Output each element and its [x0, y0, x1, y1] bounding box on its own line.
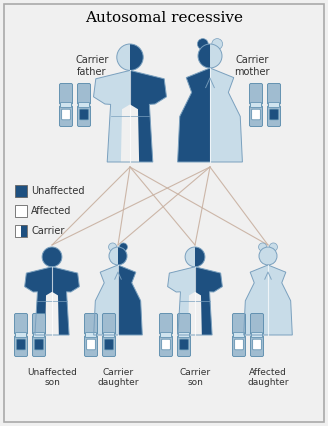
FancyBboxPatch shape: [104, 333, 114, 337]
FancyBboxPatch shape: [32, 336, 46, 357]
Circle shape: [119, 243, 128, 251]
Polygon shape: [109, 247, 118, 265]
Polygon shape: [93, 70, 130, 162]
Text: Autosomal recessive: Autosomal recessive: [85, 11, 243, 25]
FancyBboxPatch shape: [268, 106, 280, 127]
FancyBboxPatch shape: [102, 314, 115, 334]
Bar: [15, 225, 21, 237]
Polygon shape: [168, 267, 195, 335]
Text: Unaffected: Unaffected: [31, 186, 85, 196]
FancyBboxPatch shape: [60, 103, 72, 107]
Circle shape: [212, 39, 223, 49]
FancyBboxPatch shape: [251, 103, 261, 107]
FancyBboxPatch shape: [251, 336, 263, 357]
Polygon shape: [52, 247, 62, 267]
FancyBboxPatch shape: [250, 83, 262, 104]
FancyBboxPatch shape: [85, 314, 97, 334]
Bar: [15, 225, 27, 237]
FancyBboxPatch shape: [178, 333, 190, 337]
Polygon shape: [244, 265, 268, 335]
Circle shape: [269, 243, 277, 251]
FancyBboxPatch shape: [235, 339, 243, 350]
Polygon shape: [259, 247, 268, 265]
Text: Affected
daughter: Affected daughter: [247, 368, 289, 387]
FancyBboxPatch shape: [85, 336, 97, 357]
FancyBboxPatch shape: [78, 103, 90, 107]
FancyBboxPatch shape: [77, 83, 91, 104]
FancyBboxPatch shape: [251, 314, 263, 334]
Polygon shape: [25, 267, 52, 335]
FancyBboxPatch shape: [59, 106, 72, 127]
Polygon shape: [118, 265, 142, 335]
Polygon shape: [198, 44, 210, 68]
Text: Unaffected
son: Unaffected son: [27, 368, 77, 387]
Circle shape: [109, 243, 117, 251]
Polygon shape: [195, 247, 205, 267]
Text: Carrier: Carrier: [31, 226, 64, 236]
FancyBboxPatch shape: [32, 314, 46, 334]
FancyBboxPatch shape: [159, 314, 173, 334]
Polygon shape: [268, 265, 292, 335]
FancyBboxPatch shape: [233, 336, 245, 357]
FancyBboxPatch shape: [14, 314, 28, 334]
Polygon shape: [210, 68, 242, 162]
FancyBboxPatch shape: [270, 109, 278, 120]
FancyBboxPatch shape: [269, 103, 279, 107]
FancyBboxPatch shape: [102, 336, 115, 357]
Text: Carrier
mother: Carrier mother: [234, 55, 270, 77]
FancyBboxPatch shape: [17, 339, 25, 350]
FancyBboxPatch shape: [87, 339, 95, 350]
Polygon shape: [130, 44, 143, 70]
FancyBboxPatch shape: [35, 339, 43, 350]
Polygon shape: [185, 247, 195, 267]
Text: Carrier
daughter: Carrier daughter: [97, 368, 139, 387]
FancyBboxPatch shape: [253, 339, 261, 350]
Bar: [15, 185, 27, 197]
FancyBboxPatch shape: [177, 336, 191, 357]
Circle shape: [258, 243, 267, 251]
Bar: [15, 205, 27, 217]
Polygon shape: [94, 265, 118, 335]
Text: Carrier
son: Carrier son: [179, 368, 211, 387]
FancyBboxPatch shape: [233, 314, 245, 334]
FancyBboxPatch shape: [252, 109, 260, 120]
Polygon shape: [117, 44, 130, 70]
FancyBboxPatch shape: [14, 336, 28, 357]
FancyBboxPatch shape: [162, 339, 170, 350]
FancyBboxPatch shape: [33, 333, 45, 337]
FancyBboxPatch shape: [77, 106, 91, 127]
FancyBboxPatch shape: [250, 106, 262, 127]
FancyBboxPatch shape: [15, 333, 27, 337]
Circle shape: [197, 39, 208, 49]
Text: Affected: Affected: [31, 206, 72, 216]
Polygon shape: [130, 70, 167, 162]
Polygon shape: [210, 44, 222, 68]
FancyBboxPatch shape: [160, 333, 172, 337]
FancyBboxPatch shape: [234, 333, 244, 337]
FancyBboxPatch shape: [268, 83, 280, 104]
FancyBboxPatch shape: [180, 339, 188, 350]
Polygon shape: [42, 247, 52, 267]
FancyBboxPatch shape: [59, 83, 72, 104]
Polygon shape: [195, 267, 222, 335]
FancyBboxPatch shape: [177, 314, 191, 334]
Bar: [21, 225, 27, 237]
Polygon shape: [268, 247, 277, 265]
FancyBboxPatch shape: [62, 109, 70, 120]
FancyBboxPatch shape: [80, 109, 88, 120]
FancyBboxPatch shape: [86, 333, 96, 337]
Text: Carrier
father: Carrier father: [75, 55, 109, 77]
Polygon shape: [52, 267, 79, 335]
FancyBboxPatch shape: [252, 333, 262, 337]
Polygon shape: [118, 247, 127, 265]
Polygon shape: [177, 68, 210, 162]
FancyBboxPatch shape: [105, 339, 113, 350]
FancyBboxPatch shape: [159, 336, 173, 357]
